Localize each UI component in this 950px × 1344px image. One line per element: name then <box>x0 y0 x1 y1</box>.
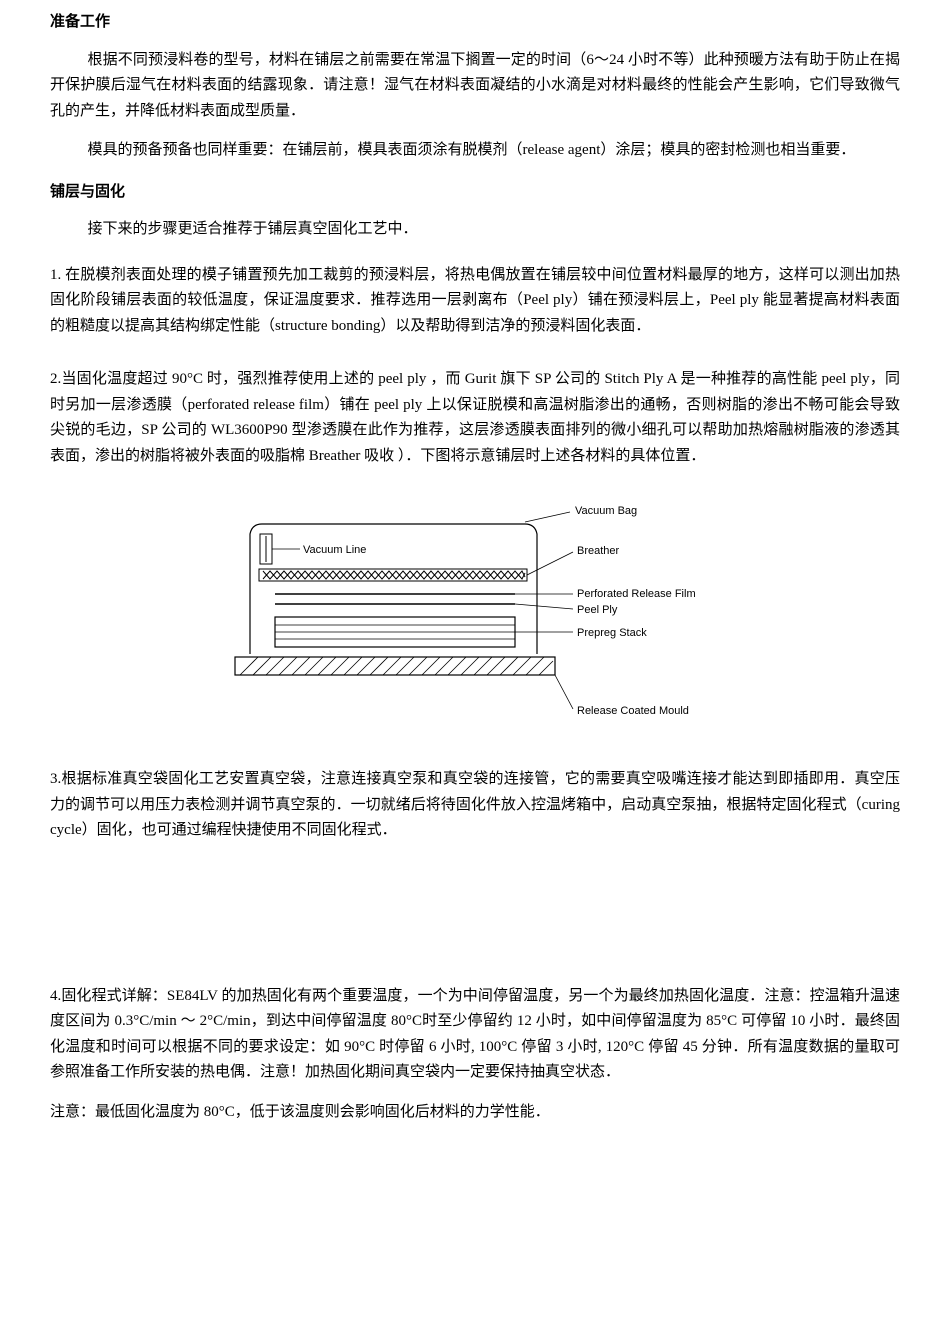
layup-step-2: 2.当固化温度超过 90°C 时，强烈推荐使用上述的 peel ply ，而 G… <box>50 367 900 469</box>
prep-para-2: 模具的预备预备也同样重要：在铺层前，模具表面须涂有脱模剂（release age… <box>50 138 900 164</box>
section-heading-prep: 准备工作 <box>50 10 900 36</box>
label-mould: Release Coated Mould <box>577 705 689 717</box>
vacuum-bag-outline <box>250 524 537 654</box>
label-peelply: Peel Ply <box>577 604 618 616</box>
leader-breather <box>527 552 573 575</box>
label-breather: Breather <box>577 545 620 557</box>
layup-para-intro: 接下来的步骤更适合推荐于铺层真空固化工艺中． <box>50 217 900 243</box>
label-prepreg: Prepreg Stack <box>577 627 647 639</box>
section-heading-layup: 铺层与固化 <box>50 180 900 206</box>
leader-peelply <box>515 604 573 609</box>
label-vacuum-line: Vacuum Line <box>303 544 366 556</box>
layup-step-1: 1. 在脱模剂表面处理的模子铺置预先加工裁剪的预浸料层，将热电偶放置在铺层较中间… <box>50 263 900 340</box>
vacuum-bag-diagram: Vacuum Line Vacuum Bag Breather Perforat… <box>195 499 755 739</box>
leader-mould <box>555 675 573 709</box>
mould-hatch <box>240 657 553 675</box>
prep-para-1: 根据不同预浸料卷的型号，材料在铺层之前需要在常温下搁置一定的时间（6～24 小时… <box>50 48 900 125</box>
label-vacuum-bag: Vacuum Bag <box>575 505 637 517</box>
leader-vacuum-bag <box>525 512 570 522</box>
layup-diagram: Vacuum Line Vacuum Bag Breather Perforat… <box>50 499 900 739</box>
mould-box <box>235 657 555 675</box>
layup-step-3: 3.根据标准真空袋固化工艺安置真空袋，注意连接真空泵和真空袋的连接管，它的需要真… <box>50 767 900 844</box>
layup-step-4: 4.固化程式详解：SE84LV 的加热固化有两个重要温度，一个为中间停留温度，另… <box>50 984 900 1086</box>
layup-note: 注意：最低固化温度为 80°C，低于该温度则会影响固化后材料的力学性能． <box>50 1100 900 1126</box>
label-perforated: Perforated Release Film <box>577 588 696 600</box>
